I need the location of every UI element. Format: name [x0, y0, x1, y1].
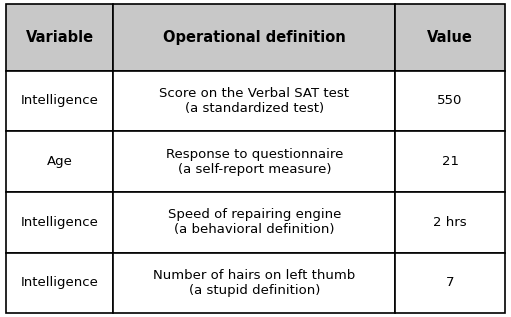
- Text: Score on the Verbal SAT test
(a standardized test): Score on the Verbal SAT test (a standard…: [159, 87, 349, 115]
- Bar: [113, 4, 395, 71]
- Bar: [395, 71, 505, 131]
- Bar: [6, 131, 113, 192]
- Text: 2 hrs: 2 hrs: [433, 216, 467, 229]
- Text: 7: 7: [446, 276, 454, 289]
- Bar: [6, 4, 113, 71]
- Bar: [395, 131, 505, 192]
- Text: Intelligence: Intelligence: [21, 94, 99, 107]
- Text: Number of hairs on left thumb
(a stupid definition): Number of hairs on left thumb (a stupid …: [153, 269, 355, 297]
- Text: Variable: Variable: [26, 30, 94, 45]
- Text: 21: 21: [442, 155, 458, 168]
- Text: Age: Age: [47, 155, 73, 168]
- Bar: [6, 71, 113, 131]
- Bar: [6, 192, 113, 253]
- Bar: [113, 253, 395, 313]
- Text: Intelligence: Intelligence: [21, 276, 99, 289]
- Text: Intelligence: Intelligence: [21, 216, 99, 229]
- Bar: [6, 253, 113, 313]
- Text: Operational definition: Operational definition: [163, 30, 345, 45]
- Text: Value: Value: [427, 30, 473, 45]
- Bar: [395, 4, 505, 71]
- Text: Response to questionnaire
(a self-report measure): Response to questionnaire (a self-report…: [166, 147, 343, 176]
- Bar: [113, 131, 395, 192]
- Bar: [395, 192, 505, 253]
- Bar: [113, 71, 395, 131]
- Bar: [113, 192, 395, 253]
- Text: 550: 550: [437, 94, 462, 107]
- Text: Speed of repairing engine
(a behavioral definition): Speed of repairing engine (a behavioral …: [168, 208, 341, 236]
- Bar: [395, 253, 505, 313]
